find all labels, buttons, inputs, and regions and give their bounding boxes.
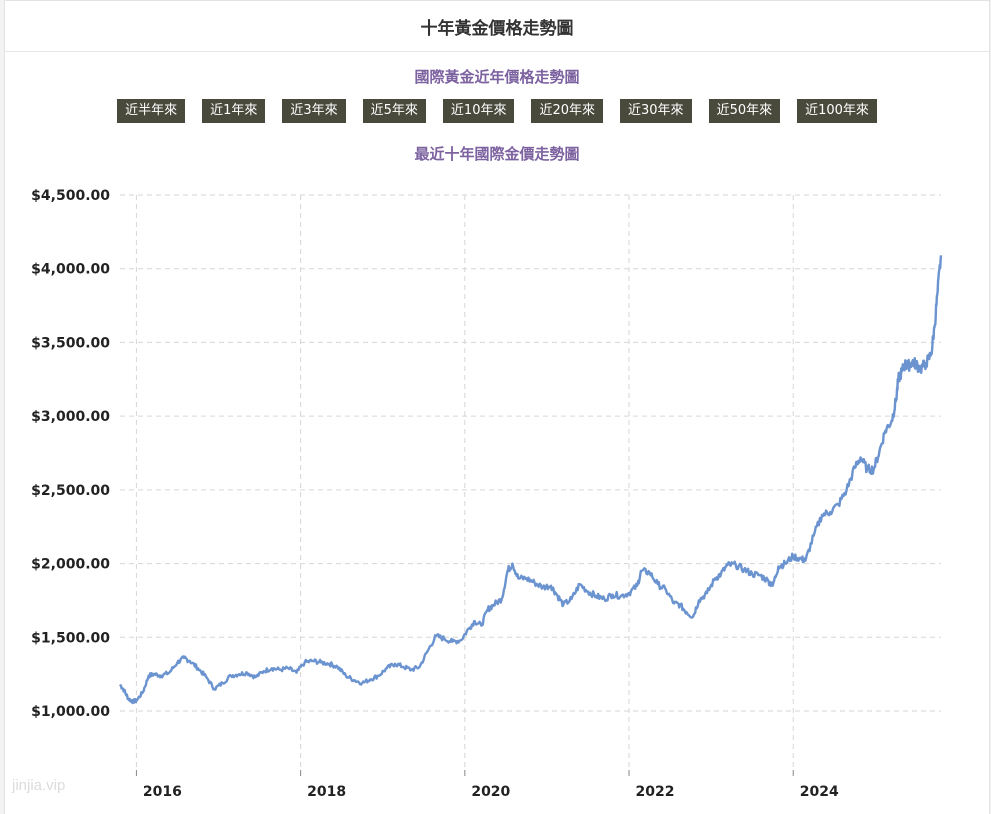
y-tick-label: $3,000.00 (31, 409, 110, 425)
vertical-gridlines (135, 195, 794, 776)
range-tabs: 近半年來 近1年來 近3年來 近5年來 近10年來 近20年來 近30年來 近5… (5, 99, 989, 123)
horizontal-gridlines (120, 194, 941, 712)
tab-3-years[interactable]: 近3年來 (282, 99, 346, 123)
y-axis-labels: $1,000.00 $1,500.00 $2,000.00 $2,500.00 $3,0… (31, 188, 110, 720)
tab-10-years[interactable]: 近10年來 (442, 99, 515, 123)
y-tick-label: $3,500.00 (31, 335, 110, 351)
watermark: jinjia.vip (12, 777, 66, 794)
tab-30-years[interactable]: 近30年來 (620, 99, 692, 123)
x-axis-labels: 2016 2018 2020 2022 2024 (143, 784, 839, 800)
series-line-gold-price (118, 255, 943, 705)
y-tick-label: $1,000.00 (31, 704, 110, 720)
x-tick-label: 2024 (800, 784, 839, 800)
tab-1-year[interactable]: 近1年來 (202, 99, 266, 123)
y-tick-label: $2,000.00 (31, 557, 110, 573)
page-title: 十年黃金價格走勢圖 (5, 1, 989, 52)
x-tick-label: 2018 (307, 784, 346, 800)
x-tick-label: 2022 (636, 784, 675, 800)
chart-card: 十年黃金價格走勢圖 國際黃金近年價格走勢圖 近半年來 近1年來 近3年來 近5年… (4, 0, 990, 814)
tab-20-years[interactable]: 近20年來 (531, 99, 604, 123)
x-tick-label: 2020 (471, 784, 510, 800)
tab-50-years[interactable]: 近50年來 (708, 99, 781, 123)
tab-100-years[interactable]: 近100年來 (797, 99, 877, 123)
y-tick-label: $4,000.00 (31, 262, 110, 278)
y-tick-label: $2,500.00 (31, 483, 110, 499)
section-subtitle: 國際黃金近年價格走勢圖 (414, 68, 580, 86)
x-tick-label: 2016 (143, 784, 182, 800)
tab-5-years[interactable]: 近5年來 (362, 99, 426, 123)
tab-half-year[interactable]: 近半年來 (117, 99, 186, 123)
y-tick-label: $4,500.00 (31, 188, 110, 204)
chart-title: 最近十年國際金價走勢圖 (414, 145, 580, 163)
y-tick-label: $1,500.00 (31, 630, 110, 646)
